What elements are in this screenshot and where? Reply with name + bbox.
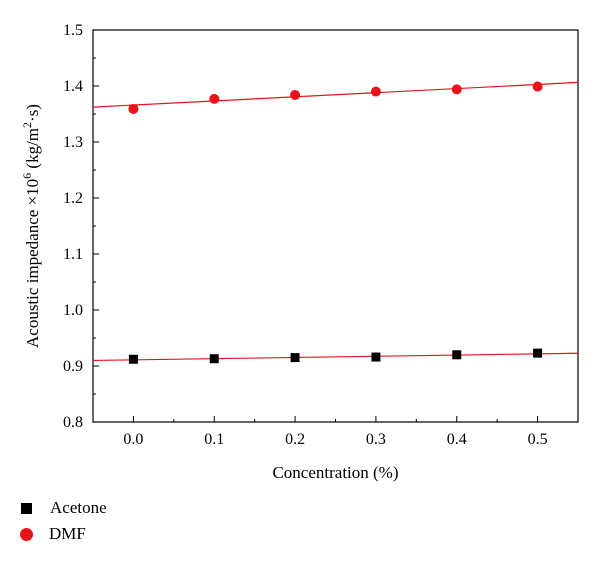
- y-tick-label: 0.9: [63, 358, 83, 375]
- square-marker-icon: [21, 502, 32, 514]
- y-axis-title-superscript: 6: [20, 173, 34, 179]
- circle-marker-icon: [20, 527, 33, 541]
- x-tick-label: 0.3: [366, 431, 386, 448]
- fit-line-dmf: [92, 81, 579, 108]
- legend-label: DMF: [49, 524, 86, 543]
- x-axis: 0.0 0.1 0.2 0.3 0.4 0.5: [123, 416, 579, 448]
- data-point-dmf: [290, 89, 301, 100]
- data-point-dmf: [370, 86, 381, 97]
- data-point-dmf: [209, 93, 220, 104]
- y-tick-label: 1.2: [63, 190, 83, 207]
- data-point-acetone: [533, 348, 543, 358]
- data-points: [128, 81, 543, 364]
- data-point-acetone: [128, 354, 138, 364]
- data-point-acetone: [290, 353, 300, 363]
- legend-item-acetone: Acetone: [18, 495, 107, 521]
- x-axis-title: Concentration (%): [272, 463, 398, 482]
- x-tick-label: 0.1: [204, 431, 224, 448]
- y-tick-label: 1.5: [63, 22, 83, 39]
- y-axis-title-superscript: 2: [20, 122, 34, 128]
- data-point-acetone: [371, 352, 381, 362]
- y-axis-title-text: Acoustic impedance ×10: [23, 179, 42, 348]
- y-tick-label: 1.1: [63, 246, 83, 263]
- x-tick-label: 0.2: [285, 431, 305, 448]
- y-tick-label: 1.3: [63, 134, 83, 151]
- x-tick-label: 0.0: [123, 431, 143, 448]
- fit-line-acetone: [92, 352, 579, 362]
- x-tick-label: 0.4: [447, 431, 467, 448]
- y-tick-label: 0.8: [63, 414, 83, 431]
- data-point-acetone: [209, 354, 219, 364]
- fit-lines: [92, 81, 579, 362]
- y-axis: 0.8 0.9 1.0 1.1 1.2 1.3 1.4 1.5: [63, 22, 99, 431]
- data-point-dmf: [128, 103, 139, 114]
- y-tick-label: 1.4: [63, 78, 83, 95]
- legend-item-dmf: DMF: [18, 521, 107, 547]
- data-point-acetone: [452, 350, 462, 360]
- plot-border: [92, 29, 579, 423]
- y-axis-title-text: ·s): [23, 104, 42, 122]
- y-axis-title-text: (kg/m: [23, 128, 42, 173]
- plot-frame: [92, 29, 579, 423]
- y-tick-label: 1.0: [63, 302, 83, 319]
- x-tick-label: 0.5: [528, 431, 548, 448]
- data-point-dmf: [451, 84, 462, 95]
- y-axis-title: Acoustic impedance ×106 (kg/m2·s): [20, 104, 42, 348]
- legend: Acetone DMF: [18, 495, 107, 547]
- legend-label: Acetone: [50, 498, 107, 517]
- data-point-dmf: [532, 81, 543, 92]
